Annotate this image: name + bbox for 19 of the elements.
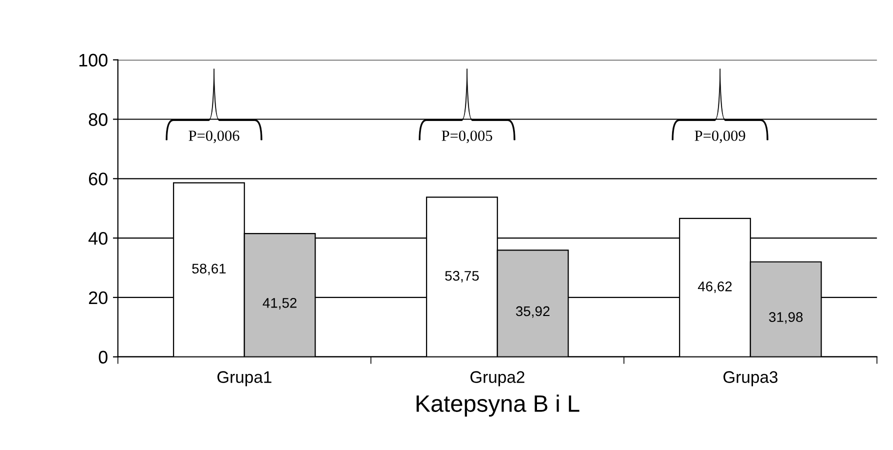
y-tick-label: 80 xyxy=(88,113,108,126)
data-label: 35,92 xyxy=(516,306,550,318)
data-label: 58,61 xyxy=(192,264,226,276)
y-tick-label: 100 xyxy=(79,54,108,67)
x-axis-title: Katepsyna B i L xyxy=(416,394,580,417)
x-tick-label: Grupa2 xyxy=(470,371,524,386)
y-tick-label: 60 xyxy=(88,172,108,186)
data-label: 41,52 xyxy=(262,298,296,310)
annotation: P=0,006 xyxy=(188,130,240,144)
data-label: 53,75 xyxy=(445,270,479,282)
x-tick-label: Grupa1 xyxy=(217,371,272,386)
y-tick-label: 40 xyxy=(88,232,108,245)
y-tick-label: 0 xyxy=(98,350,108,364)
data-label: 46,62 xyxy=(698,282,732,293)
annotation: P=0,009 xyxy=(694,130,746,144)
x-tick-label: Grupa3 xyxy=(723,371,778,386)
data-label: 31,98 xyxy=(768,312,803,324)
annotation: P=0,005 xyxy=(442,130,492,144)
y-tick-label: 20 xyxy=(88,291,108,304)
